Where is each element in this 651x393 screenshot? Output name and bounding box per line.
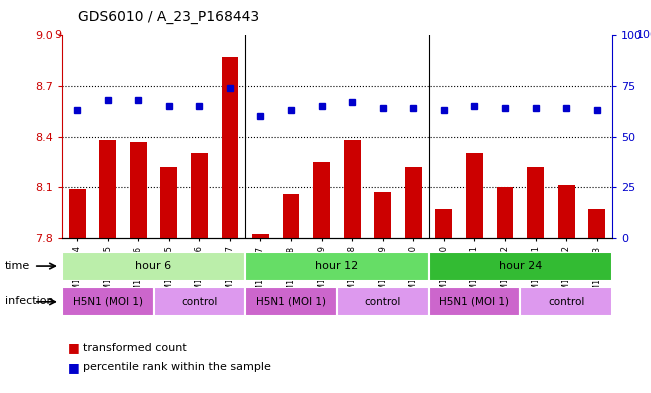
Bar xyxy=(589,209,605,238)
Bar xyxy=(428,252,612,281)
Text: percentile rank within the sample: percentile rank within the sample xyxy=(83,362,271,373)
Bar xyxy=(252,234,269,238)
Text: time: time xyxy=(5,261,31,271)
Text: control: control xyxy=(365,297,401,307)
Bar xyxy=(374,192,391,238)
Bar xyxy=(221,57,238,238)
Text: ■: ■ xyxy=(68,361,80,374)
Bar xyxy=(558,185,574,238)
Text: GDS6010 / A_23_P168443: GDS6010 / A_23_P168443 xyxy=(78,10,259,24)
Bar xyxy=(344,140,361,238)
Bar xyxy=(436,209,452,238)
Text: transformed count: transformed count xyxy=(83,343,187,353)
Text: control: control xyxy=(181,297,217,307)
Bar xyxy=(100,140,116,238)
Text: infection: infection xyxy=(5,296,54,307)
Bar xyxy=(191,153,208,238)
Text: hour 6: hour 6 xyxy=(135,261,172,271)
Bar xyxy=(69,189,85,238)
Bar xyxy=(62,287,154,316)
Bar xyxy=(160,167,177,238)
Text: 9: 9 xyxy=(55,30,62,40)
Text: 100%: 100% xyxy=(637,30,651,40)
Text: H5N1 (MOI 1): H5N1 (MOI 1) xyxy=(256,297,326,307)
Text: hour 12: hour 12 xyxy=(315,261,359,271)
Bar xyxy=(527,167,544,238)
Bar xyxy=(283,194,299,238)
Bar xyxy=(245,252,428,281)
Bar xyxy=(520,287,612,316)
Bar xyxy=(337,287,428,316)
Bar xyxy=(405,167,422,238)
Bar xyxy=(245,287,337,316)
Bar xyxy=(62,252,245,281)
Bar xyxy=(428,287,520,316)
Bar xyxy=(130,141,146,238)
Text: H5N1 (MOI 1): H5N1 (MOI 1) xyxy=(73,297,143,307)
Text: hour 24: hour 24 xyxy=(499,261,542,271)
Bar xyxy=(154,287,245,316)
Bar xyxy=(466,153,483,238)
Bar xyxy=(313,162,330,238)
Text: H5N1 (MOI 1): H5N1 (MOI 1) xyxy=(439,297,510,307)
Bar xyxy=(497,187,514,238)
Text: control: control xyxy=(548,297,585,307)
Text: ■: ■ xyxy=(68,341,80,354)
